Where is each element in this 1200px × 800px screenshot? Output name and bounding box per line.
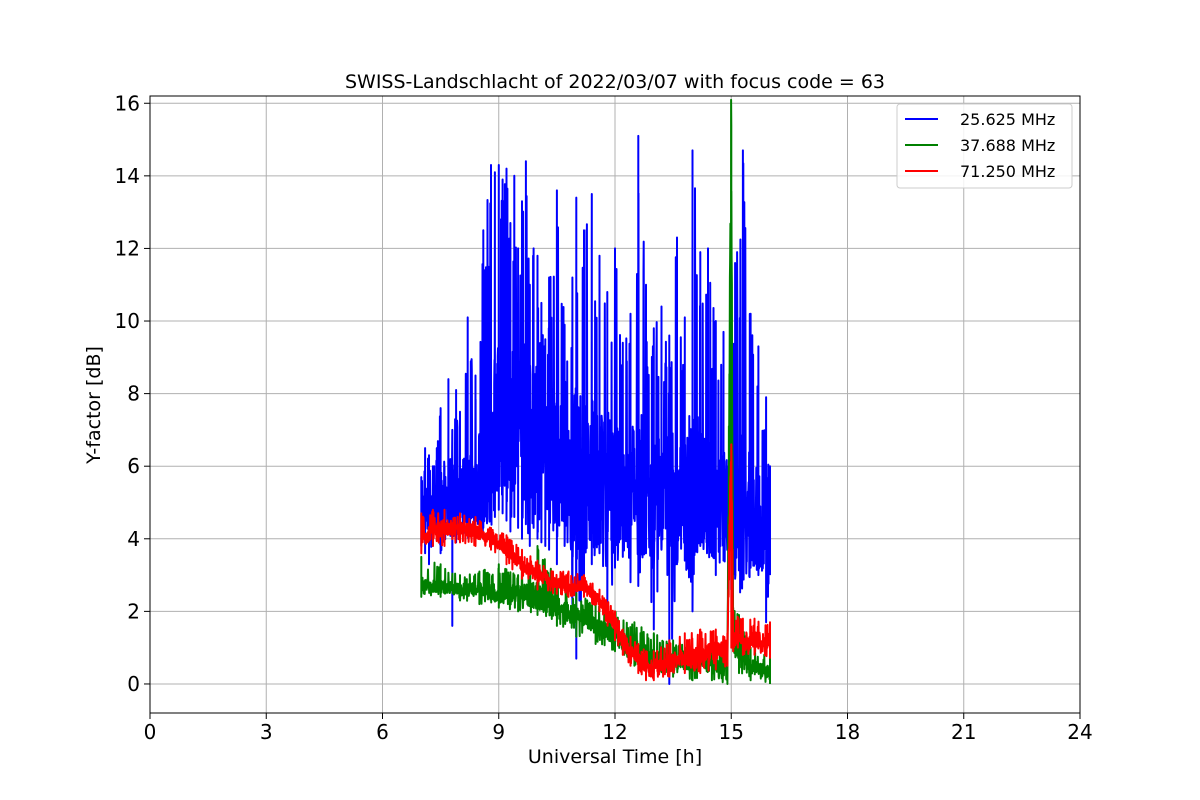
legend: 25.625 MHz 37.688 MHz 71.250 MHz bbox=[896, 103, 1073, 189]
x-tick-label: 0 bbox=[144, 720, 157, 744]
y-tick-label: 0 bbox=[127, 672, 140, 696]
y-tick-label: 14 bbox=[115, 164, 140, 188]
series-line-2 bbox=[420, 443, 771, 682]
y-tick-label: 8 bbox=[127, 382, 140, 406]
legend-box bbox=[896, 103, 1073, 189]
y-tick-label: 2 bbox=[127, 599, 140, 623]
x-tick-label: 21 bbox=[951, 720, 976, 744]
x-tick-label: 18 bbox=[835, 720, 860, 744]
x-tick-label: 3 bbox=[260, 720, 273, 744]
y-tick-label: 6 bbox=[127, 454, 140, 478]
x-tick-label: 12 bbox=[602, 720, 627, 744]
y-axis-label: Y-factor [dB] bbox=[83, 346, 105, 465]
legend-label: 71.250 MHz bbox=[960, 162, 1055, 181]
series-layer bbox=[420, 98, 771, 685]
legend-label: 37.688 MHz bbox=[960, 136, 1055, 155]
x-tick-label: 15 bbox=[719, 720, 744, 744]
chart-title: SWISS-Landschlacht of 2022/03/07 with fo… bbox=[345, 71, 885, 93]
y-tick-label: 4 bbox=[127, 527, 140, 551]
y-axis-ticks: 0 2 4 6 8 10 12 14 16 bbox=[115, 91, 150, 696]
y-tick-label: 16 bbox=[115, 91, 140, 115]
series-line-1 bbox=[420, 98, 771, 685]
x-tick-label: 9 bbox=[492, 720, 505, 744]
series-line-0 bbox=[420, 134, 771, 685]
y-tick-label: 10 bbox=[115, 309, 140, 333]
x-tick-label: 6 bbox=[376, 720, 389, 744]
x-axis-label: Universal Time [h] bbox=[528, 746, 702, 768]
x-axis-ticks: 0 3 6 9 12 15 18 21 24 bbox=[144, 713, 1093, 744]
x-tick-label: 24 bbox=[1067, 720, 1092, 744]
y-tick-label: 12 bbox=[115, 236, 140, 260]
legend-label: 25.625 MHz bbox=[960, 110, 1055, 129]
